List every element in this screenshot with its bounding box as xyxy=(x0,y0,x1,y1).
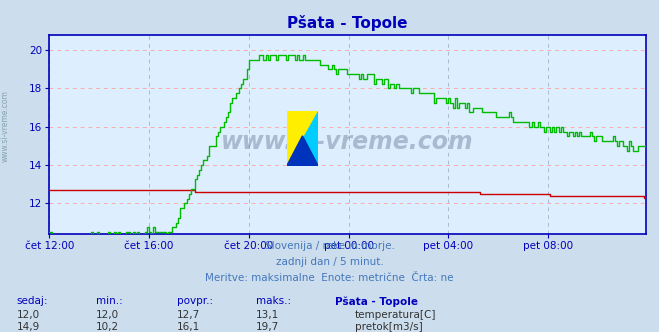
Text: temperatura[C]: temperatura[C] xyxy=(355,310,436,320)
Text: 10,2: 10,2 xyxy=(96,322,119,332)
Polygon shape xyxy=(287,136,318,166)
Text: 12,0: 12,0 xyxy=(16,310,40,320)
Text: Pšata - Topole: Pšata - Topole xyxy=(335,296,418,307)
Text: Meritve: maksimalne  Enote: metrične  Črta: ne: Meritve: maksimalne Enote: metrične Črta… xyxy=(205,273,454,283)
Text: 16,1: 16,1 xyxy=(177,322,200,332)
Text: min.:: min.: xyxy=(96,296,123,306)
Text: www.si-vreme.com: www.si-vreme.com xyxy=(221,130,474,154)
Polygon shape xyxy=(287,111,318,166)
Text: povpr.:: povpr.: xyxy=(177,296,213,306)
Text: 12,7: 12,7 xyxy=(177,310,200,320)
Text: Slovenija / reke in morje.: Slovenija / reke in morje. xyxy=(264,241,395,251)
Title: Pšata - Topole: Pšata - Topole xyxy=(287,15,408,31)
Text: zadnji dan / 5 minut.: zadnji dan / 5 minut. xyxy=(275,257,384,267)
Text: 19,7: 19,7 xyxy=(256,322,279,332)
Text: pretok[m3/s]: pretok[m3/s] xyxy=(355,322,422,332)
Text: sedaj:: sedaj: xyxy=(16,296,48,306)
Text: 12,0: 12,0 xyxy=(96,310,119,320)
Text: 13,1: 13,1 xyxy=(256,310,279,320)
Text: 14,9: 14,9 xyxy=(16,322,40,332)
Text: www.si-vreme.com: www.si-vreme.com xyxy=(1,90,10,162)
Text: maks.:: maks.: xyxy=(256,296,291,306)
Polygon shape xyxy=(287,111,318,166)
